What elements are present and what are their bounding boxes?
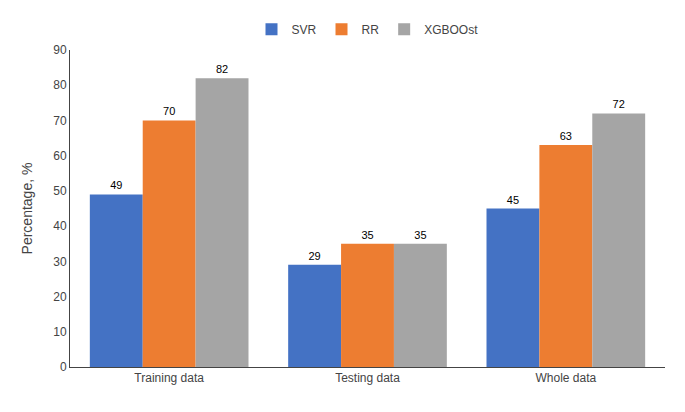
svg-text:XGBOOst: XGBOOst bbox=[424, 23, 478, 37]
svg-text:90: 90 bbox=[53, 43, 67, 57]
svg-text:Percentage, %: Percentage, % bbox=[19, 163, 35, 255]
svg-text:35: 35 bbox=[361, 229, 373, 241]
svg-text:45: 45 bbox=[507, 194, 519, 206]
svg-text:RR: RR bbox=[362, 23, 380, 37]
svg-text:50: 50 bbox=[53, 184, 67, 198]
svg-text:Training data: Training data bbox=[134, 371, 204, 385]
svg-text:SVR: SVR bbox=[292, 23, 317, 37]
svg-text:70: 70 bbox=[163, 105, 175, 117]
svg-text:Whole data: Whole data bbox=[535, 371, 596, 385]
svg-text:60: 60 bbox=[53, 149, 67, 163]
svg-text:80: 80 bbox=[53, 78, 67, 92]
svg-text:30: 30 bbox=[53, 255, 67, 269]
svg-text:70: 70 bbox=[53, 114, 67, 128]
svg-text:72: 72 bbox=[613, 98, 625, 110]
svg-text:63: 63 bbox=[560, 130, 572, 142]
svg-text:82: 82 bbox=[216, 63, 228, 75]
svg-text:35: 35 bbox=[414, 229, 426, 241]
svg-text:Testing data: Testing data bbox=[335, 371, 400, 385]
svg-text:10: 10 bbox=[53, 325, 67, 339]
svg-text:20: 20 bbox=[53, 290, 67, 304]
svg-text:40: 40 bbox=[53, 219, 67, 233]
svg-text:29: 29 bbox=[308, 250, 320, 262]
svg-text:49: 49 bbox=[110, 179, 122, 191]
svg-text:0: 0 bbox=[60, 360, 67, 374]
